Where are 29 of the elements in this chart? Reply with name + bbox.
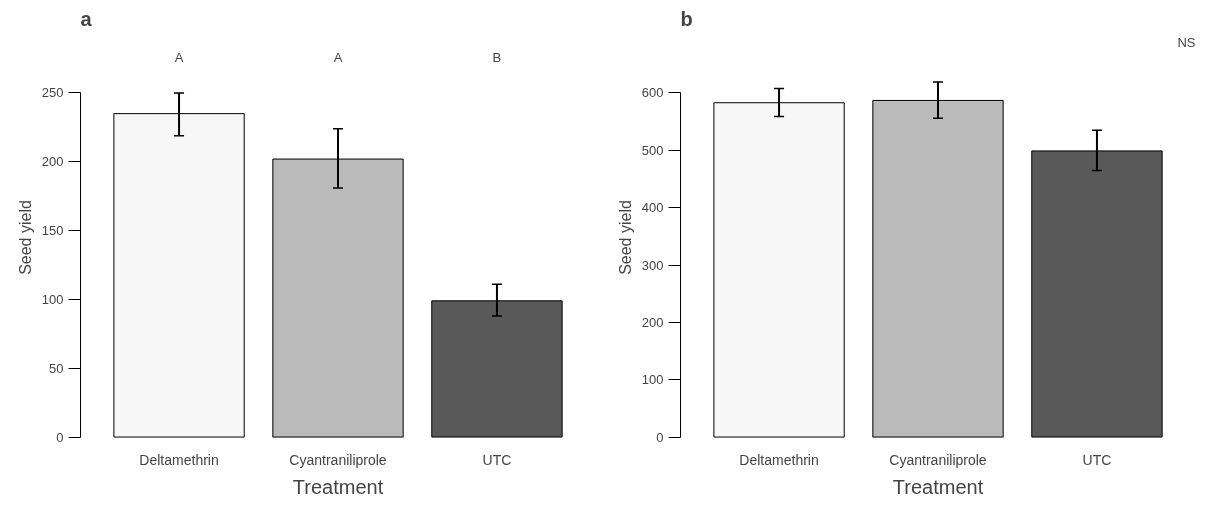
x-tick-label: UTC	[1082, 451, 1112, 468]
y-tick-label: 250	[41, 85, 64, 101]
y-tick-label: 200	[641, 314, 664, 330]
y-tick-label: 100	[41, 291, 64, 307]
text: A	[174, 50, 184, 66]
chart-title: b	[680, 7, 693, 30]
x-axis-title: Treatment	[292, 475, 384, 498]
y-tick-label: 500	[641, 142, 664, 158]
y-tick-label: 50	[49, 360, 64, 376]
y-tick-label: 600	[641, 85, 664, 101]
y-axis-title: Seed yield	[16, 200, 34, 275]
y-tick-label: 150	[41, 223, 64, 239]
text: NS	[1177, 34, 1196, 50]
text: B	[492, 50, 502, 66]
y-tick-label: 0	[656, 429, 664, 445]
x-tick-label: Cyantraniliprole	[889, 451, 987, 468]
text: A	[333, 50, 343, 66]
x-axis-title: Treatment	[892, 475, 984, 498]
y-tick-label: 200	[41, 154, 64, 170]
chart-title: a	[80, 7, 93, 30]
x-tick-label: UTC	[482, 451, 512, 468]
y-tick-label: 300	[641, 257, 664, 273]
y-tick-label: 100	[641, 372, 664, 388]
x-tick-label: Cyantraniliprole	[289, 451, 387, 468]
x-tick-label: Deltamethrin	[739, 451, 819, 468]
y-tick-label: 0	[56, 429, 64, 445]
y-tick-label: 400	[641, 200, 664, 216]
x-tick-label: Deltamethrin	[139, 451, 219, 468]
y-axis-title: Seed yield	[616, 200, 634, 275]
